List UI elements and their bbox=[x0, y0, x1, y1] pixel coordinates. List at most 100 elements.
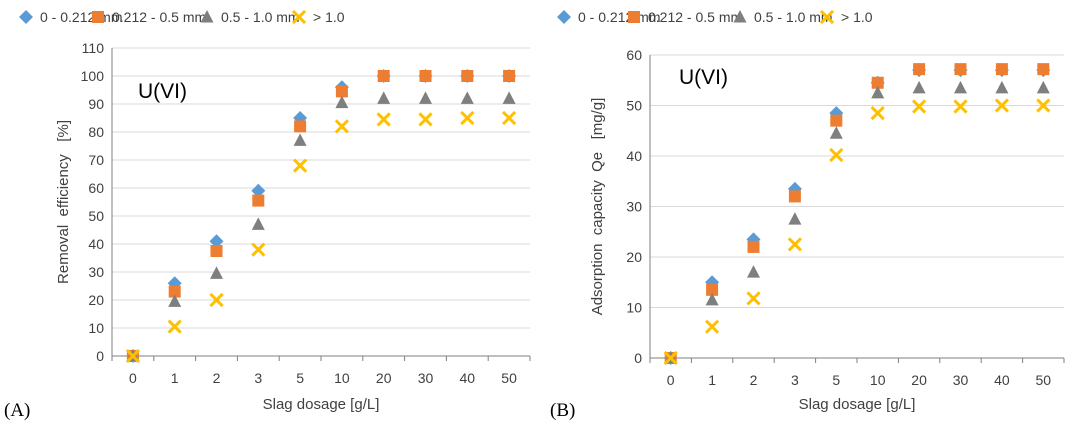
data-point bbox=[125, 348, 141, 364]
data-point bbox=[460, 110, 475, 126]
y-tick-label: 20 bbox=[626, 249, 642, 265]
x-tick-label: 50 bbox=[501, 370, 517, 386]
y-axis-title: Adsorption capacity Qe [mg/g] bbox=[589, 98, 606, 316]
legend-label: > 1.0 bbox=[841, 9, 873, 25]
data-point bbox=[746, 291, 761, 306]
x-tick-label: 1 bbox=[171, 370, 179, 386]
x-tick-label: 2 bbox=[213, 370, 221, 386]
legend-marker bbox=[200, 10, 214, 23]
data-point bbox=[788, 190, 801, 203]
data-point bbox=[376, 112, 391, 127]
data-point bbox=[995, 80, 1009, 94]
data-point bbox=[830, 114, 843, 127]
legend-marker bbox=[557, 10, 571, 24]
data-point bbox=[913, 63, 926, 76]
adsorption-capacity-chart: 0 10 20 30 40 50 60 0 1 2 3 5 10 20 30 40 50 Slag dosage … bbox=[557, 9, 1065, 413]
annotation-label: U(VI) bbox=[138, 80, 187, 103]
data-point bbox=[1036, 98, 1051, 113]
y-tick-label: 40 bbox=[88, 236, 104, 252]
y-tick-label: 60 bbox=[626, 47, 642, 63]
data-point bbox=[995, 63, 1008, 76]
x-tick-label: 5 bbox=[296, 370, 304, 386]
data-point bbox=[663, 350, 678, 366]
x-tick-label: 30 bbox=[418, 370, 434, 386]
y-tick-label: 50 bbox=[626, 98, 642, 114]
data-point bbox=[911, 99, 927, 114]
x-tick-label: 1 bbox=[708, 372, 716, 388]
y-tick-label: 50 bbox=[88, 208, 104, 224]
x-tick-label: 20 bbox=[911, 372, 927, 388]
x-tick-label: 10 bbox=[334, 370, 350, 386]
data-point bbox=[502, 91, 516, 104]
y-tick-label: 100 bbox=[81, 68, 105, 84]
data-point bbox=[788, 212, 802, 225]
y-tick-label: 10 bbox=[626, 300, 642, 316]
x-axis-title: Slag dosage [g/L] bbox=[799, 396, 916, 413]
data-point bbox=[994, 98, 1010, 113]
y-tick-label: 0 bbox=[96, 348, 104, 364]
legend-label: 0 - 0.212 mm bbox=[40, 9, 122, 25]
data-point bbox=[377, 91, 391, 104]
data-point bbox=[953, 99, 968, 114]
y-tick-label: 110 bbox=[82, 40, 105, 56]
data-point bbox=[209, 234, 224, 249]
x-tick-label: 3 bbox=[791, 372, 799, 388]
data-point bbox=[1037, 63, 1050, 76]
x-tick-label: 40 bbox=[460, 370, 476, 386]
legend-marker bbox=[733, 10, 747, 23]
y-tick-label: 80 bbox=[88, 124, 104, 140]
data-point bbox=[829, 147, 844, 163]
data-point bbox=[870, 105, 885, 121]
data-point bbox=[829, 126, 843, 139]
legend-label: 0.212 - 0.5 mm bbox=[648, 9, 742, 25]
legend-marker bbox=[19, 10, 33, 24]
panel-label-b: (B) bbox=[550, 400, 576, 421]
data-point bbox=[335, 95, 349, 109]
data-point bbox=[747, 265, 760, 278]
data-point bbox=[747, 240, 760, 253]
chart-panel-a: 0 10 20 30 40 50 60 70 80 90 100 110 0 1 2 3 5 10 20 30 40 50… bbox=[4, 9, 531, 421]
data-point bbox=[167, 319, 182, 334]
data-point bbox=[501, 110, 517, 126]
x-tick-label: 20 bbox=[376, 370, 392, 386]
x-tick-label: 3 bbox=[254, 370, 262, 386]
y-tick-label: 40 bbox=[626, 148, 642, 164]
y-tick-label: 90 bbox=[88, 96, 104, 112]
data-point bbox=[461, 70, 474, 82]
x-tick-label: 0 bbox=[129, 370, 137, 386]
data-point bbox=[954, 80, 967, 94]
removal-efficiency-chart: 0 10 20 30 40 50 60 70 80 90 100 110 0 1 2 3 5 10 20 30 40 50… bbox=[19, 9, 531, 413]
data-point bbox=[1036, 80, 1050, 94]
data-point bbox=[419, 91, 432, 104]
y-tick-label: 10 bbox=[88, 320, 104, 336]
chart-panel-b: 0 10 20 30 40 50 60 0 1 2 3 5 10 20 30 40 50 Slag dosage … bbox=[536, 0, 1072, 429]
legend-marker bbox=[628, 11, 640, 23]
y-tick-label: 0 bbox=[634, 350, 642, 366]
data-point bbox=[335, 85, 348, 98]
data-point bbox=[705, 292, 719, 306]
data-point bbox=[334, 119, 350, 134]
data-point bbox=[292, 158, 308, 173]
data-point bbox=[293, 133, 307, 146]
y-tick-label: 70 bbox=[88, 152, 104, 168]
legend-label: > 1.0 bbox=[313, 9, 345, 25]
x-axis-title: Slag dosage [g/L] bbox=[263, 396, 380, 413]
legend-marker bbox=[92, 11, 104, 23]
y-tick-label: 60 bbox=[88, 180, 104, 196]
data-point bbox=[251, 242, 266, 257]
data-point bbox=[503, 70, 516, 82]
data-point bbox=[210, 266, 223, 279]
data-point bbox=[209, 292, 224, 308]
data-point bbox=[168, 285, 181, 298]
data-point bbox=[871, 85, 885, 99]
x-tick-label: 10 bbox=[870, 372, 886, 388]
data-point bbox=[418, 112, 433, 127]
data-point bbox=[252, 194, 265, 207]
legend-marker bbox=[291, 9, 307, 25]
data-point bbox=[706, 283, 719, 296]
data-point bbox=[460, 91, 474, 104]
x-tick-label: 2 bbox=[750, 372, 758, 388]
data-point bbox=[251, 183, 266, 198]
data-point bbox=[294, 120, 307, 133]
data-point bbox=[377, 70, 390, 82]
